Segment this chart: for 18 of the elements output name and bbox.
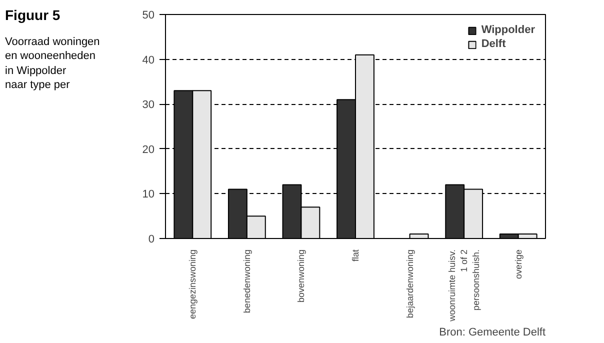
y-tick-label: 40	[142, 54, 155, 66]
y-tick-label: 0	[148, 234, 155, 246]
text: Bron: Gemeente Delft	[439, 326, 546, 338]
x-tick-label: benedenwoning	[242, 249, 252, 314]
legend-label: Delft	[481, 38, 506, 50]
x-tick-label: flat	[350, 249, 360, 262]
x-tick-label: overige	[513, 249, 524, 280]
text: Figuur 5	[5, 7, 60, 23]
text: Voorraad woningen en wooneenheden in Wippolder naar type per	[5, 35, 100, 92]
x-tick-label: bovenwoning	[296, 249, 306, 303]
legend-label: Wippolder	[481, 24, 535, 36]
x-tick-label: woonruimte huisv. 1 of 2 persoonshuish.	[447, 249, 482, 322]
x-tick-label: bejaardenwoning	[404, 249, 415, 318]
x-tick-label: eengezinswoning	[188, 249, 198, 320]
y-tick-label: 50	[142, 10, 155, 22]
y-tick-label: 10	[142, 188, 155, 201]
y-tick-label: 20	[142, 144, 155, 156]
y-tick-label: 30	[142, 99, 155, 112]
